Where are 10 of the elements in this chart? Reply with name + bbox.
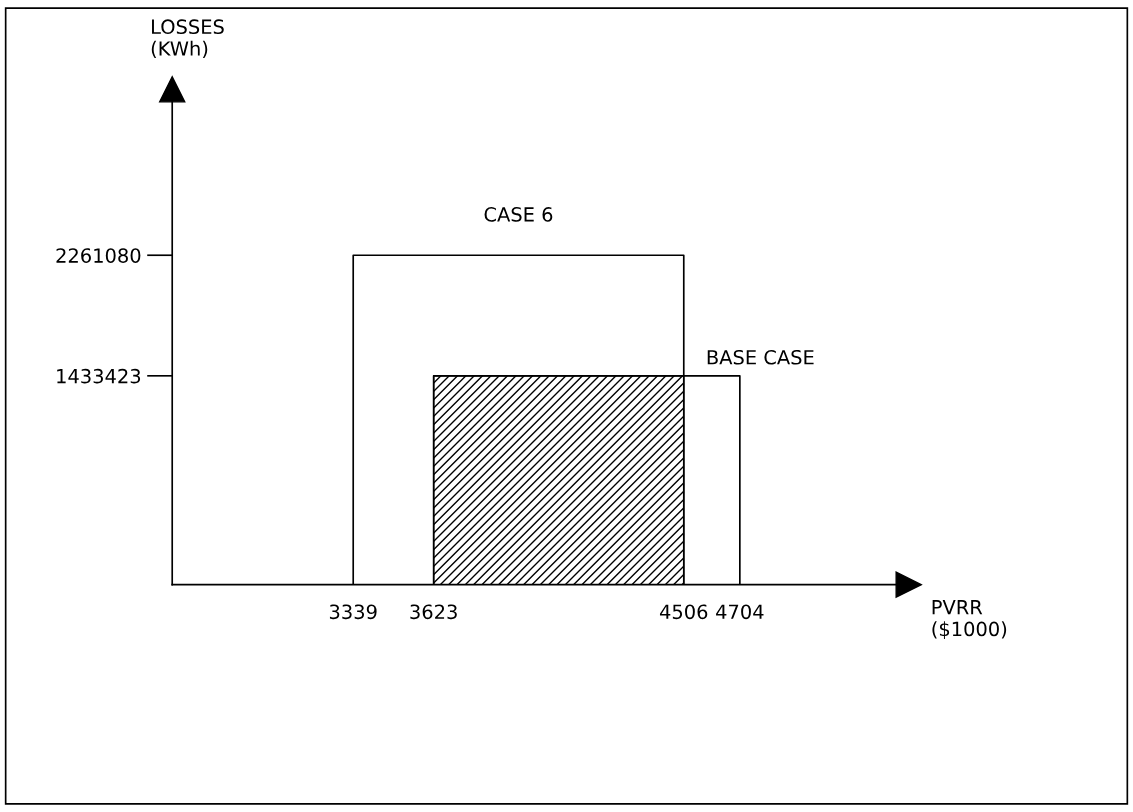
x-tick-label: 4704: [716, 604, 764, 620]
y-tick-label: 1433423: [57, 368, 141, 384]
x-tick-label: 3339: [329, 604, 377, 620]
series-label: BASE CASE: [707, 349, 814, 365]
y-axis-title: LOSSES (KWh): [151, 19, 224, 59]
y-tick-label: 2261080: [56, 248, 141, 263]
series-label: CASE 6: [484, 207, 553, 222]
x-axis-title: PVRR ($1000): [932, 600, 1007, 639]
x-tick-label: 3623: [410, 604, 457, 620]
x-tick-label: 4506: [659, 604, 708, 620]
